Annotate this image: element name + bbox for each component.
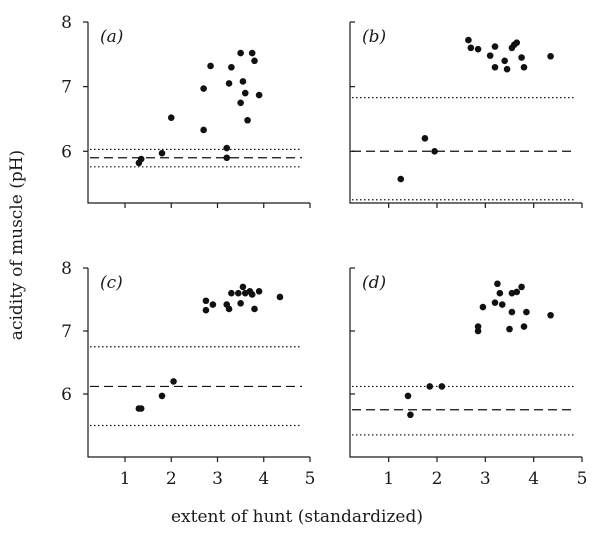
data-point <box>426 383 434 390</box>
data-point <box>228 289 235 297</box>
y-tick-label: 6 <box>61 385 72 405</box>
panel-label: (c) <box>100 273 123 293</box>
data-point <box>407 411 414 419</box>
panel-axes <box>349 22 582 204</box>
data-point <box>503 65 511 73</box>
data-point <box>474 323 482 330</box>
x-tick-label: 1 <box>120 469 131 489</box>
data-point <box>438 383 446 390</box>
data-point <box>547 311 554 319</box>
data-point <box>225 80 233 87</box>
x-tick-label: 2 <box>432 469 443 489</box>
y-tick-label: 6 <box>61 142 72 162</box>
panel-axes <box>87 22 310 204</box>
data-point <box>513 288 521 296</box>
data-point <box>158 392 166 400</box>
data-point <box>200 85 207 92</box>
data-point <box>158 149 166 157</box>
x-tick-label: 5 <box>305 469 316 489</box>
panel-label: (d) <box>362 273 386 293</box>
data-point <box>474 45 482 53</box>
data-point <box>491 299 499 306</box>
data-point <box>170 378 177 385</box>
panel-4: 1 2 3 4 5 (d) <box>349 267 588 489</box>
data-point <box>225 305 233 313</box>
x-tick-label: 4 <box>528 469 539 489</box>
panels-group: 6 7 8 (a) (b) 6 7 8 1 2 3 4 5 (c) 1 2 3 4 5 (d) <box>61 13 587 489</box>
y-tick-label: 7 <box>61 78 72 98</box>
data-point <box>237 99 244 107</box>
data-point <box>167 114 175 121</box>
x-tick-label: 2 <box>166 469 177 489</box>
data-point <box>207 62 214 70</box>
data-point <box>202 297 210 305</box>
data-point <box>255 91 263 99</box>
data-point <box>547 52 554 60</box>
data-point <box>404 392 412 400</box>
data-point <box>496 289 504 297</box>
y-tick-label: 7 <box>61 322 72 342</box>
data-point <box>248 49 256 57</box>
data-point <box>513 39 521 46</box>
data-point <box>491 63 499 71</box>
data-point <box>518 54 525 61</box>
data-point <box>255 288 263 295</box>
data-point <box>200 126 207 134</box>
panel-label: (a) <box>100 27 123 47</box>
panel-1: 6 7 8 (a) <box>61 13 311 208</box>
data-point <box>486 52 494 59</box>
x-tick-label: 5 <box>577 469 588 489</box>
data-point <box>137 405 145 412</box>
data-point <box>202 306 210 314</box>
data-point <box>467 44 475 52</box>
data-point <box>479 303 487 311</box>
panel-2: (b) <box>349 21 583 208</box>
y-axis-title: acidity of muscle (pH) <box>7 150 27 340</box>
data-point <box>508 308 516 316</box>
data-point <box>235 289 242 297</box>
data-point <box>241 89 249 97</box>
data-point <box>520 323 528 330</box>
data-point <box>137 155 145 163</box>
y-tick-label: 8 <box>61 259 72 279</box>
data-point <box>237 299 244 307</box>
data-point <box>421 135 429 142</box>
data-point <box>251 57 258 65</box>
data-point <box>251 305 258 313</box>
data-point <box>223 154 231 162</box>
data-point <box>498 301 506 308</box>
data-point <box>491 43 499 50</box>
data-point <box>506 325 513 333</box>
panel-label: (b) <box>362 27 386 47</box>
x-tick-label: 4 <box>258 469 269 489</box>
data-point <box>397 175 405 183</box>
x-tick-label: 3 <box>480 469 491 489</box>
data-point <box>223 144 231 152</box>
data-point <box>248 291 256 298</box>
data-point <box>228 63 235 71</box>
data-point <box>237 49 244 57</box>
data-point <box>520 63 528 71</box>
y-tick-label: 8 <box>61 13 72 33</box>
data-point <box>239 78 247 85</box>
panel-3: 6 7 8 1 2 3 4 5 (c) <box>61 259 315 489</box>
data-point <box>209 301 217 308</box>
data-point <box>518 283 525 291</box>
x-tick-label: 3 <box>212 469 223 489</box>
data-point <box>276 293 284 301</box>
data-point <box>523 308 530 316</box>
data-point <box>239 283 247 291</box>
data-point <box>465 36 472 44</box>
data-point <box>501 57 508 65</box>
panel-axes <box>349 268 582 458</box>
data-point <box>244 116 251 124</box>
data-point <box>431 147 438 155</box>
data-point <box>494 280 501 288</box>
x-axis-title: extent of hunt (standardized) <box>171 507 423 527</box>
x-tick-label: 1 <box>383 469 394 489</box>
